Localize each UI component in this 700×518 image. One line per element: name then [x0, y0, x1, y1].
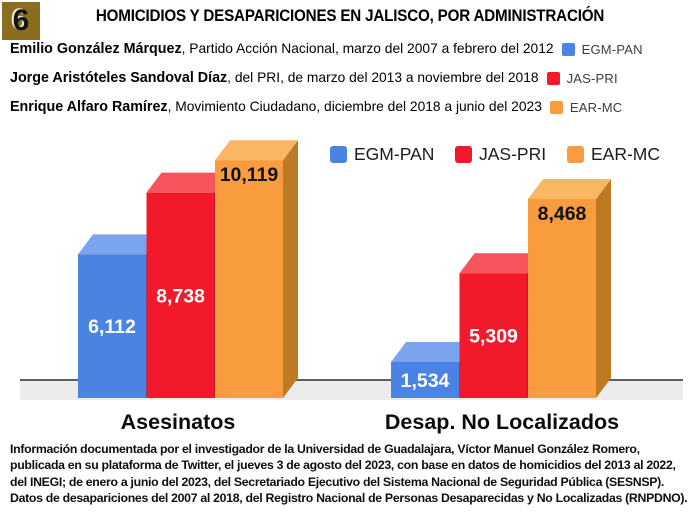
administration-line-jas: Jorge Aristóteles Sandoval Díaz, del PRI… [10, 69, 700, 87]
bar-value-label: 8,468 [538, 203, 587, 225]
administration-text: Enrique Alfaro Ramírez, Movimiento Ciuda… [10, 99, 542, 115]
chart-legend-label: EAR-MC [591, 144, 660, 164]
legend-swatch-egm-pan [561, 42, 575, 56]
bar-value-label: 6,112 [88, 316, 136, 338]
governor-name: Emilio González Márquez [10, 41, 182, 57]
chart-baseline [20, 379, 683, 381]
bar-top [391, 341, 474, 362]
administration-line-egm: Emilio González Márquez, Partido Acción … [10, 40, 700, 58]
bar-front-JAS-PRI [146, 192, 215, 398]
chart-canvas: EGM-PAN JAS-PRI EAR-MC 6,112 8,738 10,119 Ases… [20, 140, 683, 434]
bar-top [215, 140, 298, 161]
administration-details: , Movimiento Ciudadano, diciembre del 20… [167, 99, 542, 114]
administrations-list: Emilio González Márquez, Partido Acción … [10, 40, 700, 127]
legend-swatch-ear-mc [549, 100, 563, 114]
governor-name: Jorge Aristóteles Sandoval Díaz [10, 70, 228, 86]
administration-details: , del PRI, de marzo del 2013 a noviembre… [227, 70, 539, 85]
chart-legend-label: EGM-PAN [354, 144, 434, 164]
chart-legend-swatch-EGM-PAN [330, 146, 347, 163]
category-label: Asesinatos [121, 410, 236, 434]
bar-side [283, 140, 298, 399]
administration-line-ear: Enrique Alfaro Ramírez, Movimiento Ciuda… [10, 98, 700, 116]
chart-legend-label: JAS-PRI [479, 144, 546, 164]
administration-details: , Partido Acción Nacional, marzo del 200… [181, 41, 554, 56]
bar-value-label: 1,534 [401, 370, 450, 392]
bar-side [596, 179, 611, 398]
chart-legend-swatch-EAR-MC [567, 146, 584, 163]
bar-top [459, 253, 543, 274]
administration-text: Emilio González Márquez, Partido Acción … [10, 41, 554, 57]
bar-top [78, 234, 161, 255]
bar-top [528, 179, 611, 200]
governor-name: Enrique Alfaro Ramírez [10, 99, 168, 115]
bar-front-EAR-MC [528, 199, 596, 398]
bar-front-EGM-PAN [78, 254, 146, 398]
administration-code: EAR-MC [569, 99, 623, 115]
administration-text: Jorge Aristóteles Sandoval Díaz, del PRI… [10, 70, 539, 86]
bar-chart: EGM-PAN JAS-PRI EAR-MC 6,112 8,738 10,119 Ases… [0, 140, 700, 440]
bar-front-EGM-PAN [391, 361, 459, 398]
bar-value-label: 8,738 [156, 285, 205, 307]
bar-value-label: 10,119 [220, 164, 279, 186]
bar-top [146, 172, 230, 193]
chart-legend-swatch-JAS-PRI [455, 146, 472, 163]
page-number-badge: 6 [2, 2, 40, 40]
page-title: HOMICIDIOS Y DESAPARICIONES EN JALISCO, … [95, 7, 605, 25]
bar-value-label: 5,309 [469, 326, 518, 348]
administration-code: EGM-PAN [581, 41, 643, 57]
bar-front-JAS-PRI [459, 273, 528, 398]
legend-swatch-jas-pri [546, 71, 560, 85]
footnote: Información documentada por el investiga… [10, 442, 688, 506]
category-label: Desap. No Localizados [385, 410, 619, 434]
administration-code: JAS-PRI [566, 70, 618, 86]
bar-front-EAR-MC [215, 160, 283, 398]
